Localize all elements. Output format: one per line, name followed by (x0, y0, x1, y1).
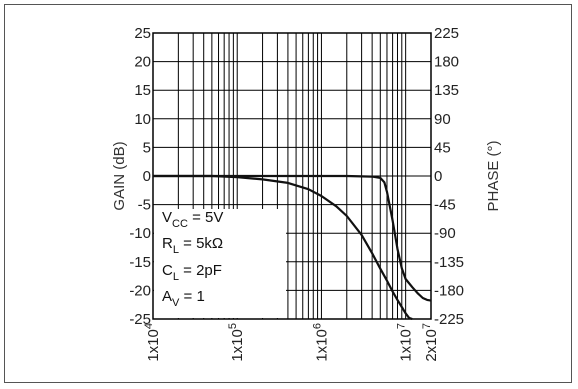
phase-tick-label: -135 (434, 254, 464, 271)
phase-tick-label: 225 (434, 25, 459, 42)
annotation-part: = 2pF (179, 262, 222, 279)
gain-tick-label: 5 (143, 139, 151, 156)
gain-tick-label: -5 (138, 197, 151, 214)
condition-annotation: CL = 2pF (162, 262, 222, 283)
x-tick-exponent: 7 (421, 323, 433, 329)
condition-annotation: RL = 5kΩ (162, 235, 223, 256)
gain-tick-label: 15 (134, 82, 151, 99)
x-tick-label: 1x106 (311, 323, 330, 362)
x-tick-base: 1x10 (229, 329, 246, 362)
phase-tick-label: 180 (434, 54, 459, 71)
x-tick-base: 1x10 (313, 329, 330, 362)
x-tick-exponent: 6 (311, 323, 323, 329)
gain-tick-label: -25 (129, 311, 151, 328)
condition-annotation: AV = 1 (162, 288, 205, 309)
x-tick-exponent: 5 (227, 323, 239, 329)
annotation-part: L (173, 244, 179, 256)
x-tick-exponent: 7 (396, 323, 408, 329)
annotation-part: CC (172, 218, 188, 230)
gain-tick-label: 20 (134, 54, 151, 71)
x-tick-exponent: 4 (143, 323, 155, 329)
phase-axis-label: PHASE (°) (485, 140, 502, 211)
x-tick-label: 1x104 (143, 323, 162, 362)
annotation-part: = 5kΩ (179, 235, 223, 252)
annotation-part: V (162, 209, 172, 226)
phase-tick-label: -225 (434, 311, 464, 328)
annotation-part: A (162, 288, 172, 305)
phase-tick-label: 135 (434, 82, 459, 99)
phase-tick-label: -90 (434, 225, 456, 242)
gain-tick-label: -20 (129, 282, 151, 299)
x-tick-label: 1x105 (227, 323, 246, 362)
gain-tick-label: 0 (143, 168, 151, 185)
annotation-part: C (162, 262, 173, 279)
phase-curve (153, 174, 432, 302)
x-tick-label: 1x107 (396, 323, 415, 362)
phase-tick-label: 0 (434, 168, 442, 185)
annotation-part: = 1 (179, 288, 204, 305)
annotation-part: L (173, 271, 179, 283)
annotation-part: V (172, 297, 180, 309)
x-tick-base: 2x10 (423, 329, 440, 362)
phase-tick-label: -45 (434, 197, 456, 214)
gain-tick-label: 25 (134, 25, 151, 42)
gain-tick-label: 10 (134, 111, 151, 128)
gain-curve (153, 174, 413, 321)
x-tick-base: 1x10 (145, 329, 162, 362)
annotation-part: R (162, 235, 173, 252)
gain-tick-label: -15 (129, 254, 151, 271)
x-tick-label: 2x107 (421, 323, 440, 362)
annotation-part: = 5V (188, 209, 223, 226)
gain-axis-label: GAIN (dB) (111, 141, 128, 210)
chart-frame (4, 4, 572, 383)
phase-tick-label: 90 (434, 111, 451, 128)
phase-tick-label: -180 (434, 282, 464, 299)
gain-tick-label: -10 (129, 225, 151, 242)
phase-tick-label: 45 (434, 139, 451, 156)
annotation-box (154, 209, 286, 318)
x-tick-base: 1x10 (398, 329, 415, 362)
condition-annotation: VCC = 5V (162, 209, 223, 230)
